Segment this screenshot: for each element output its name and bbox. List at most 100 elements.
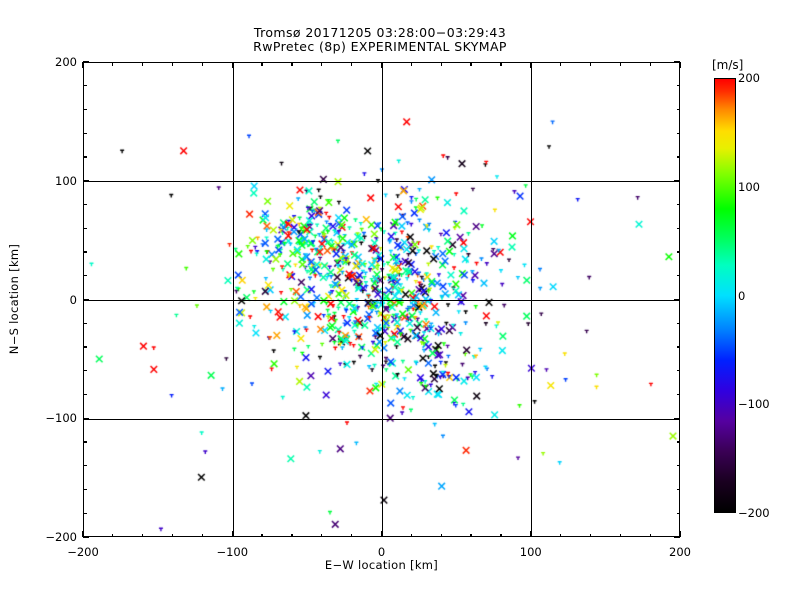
x-tick-major: [82, 531, 84, 537]
x-tick-minor: [142, 533, 144, 537]
x-tick-major: [679, 531, 681, 537]
y-tick-label: 200: [55, 55, 77, 69]
x-tick-label: 0: [377, 545, 386, 559]
y-tick-minor: [83, 346, 87, 348]
x-tick-minor: [410, 533, 412, 537]
y-axis-title: N−S location [km]: [7, 243, 21, 355]
y-tick-minor-right: [676, 203, 680, 206]
gridline-vertical: [531, 63, 533, 536]
y-tick-minor: [83, 156, 87, 158]
y-tick-minor: [83, 488, 87, 491]
x-tick-minor-top: [559, 62, 562, 66]
y-tick-minor: [83, 251, 87, 253]
x-tick-minor: [291, 533, 293, 537]
y-tick-major-right: [674, 298, 680, 301]
y-tick-minor-right: [676, 512, 680, 514]
y-tick-major: [83, 417, 89, 419]
colorbar-unit-label: [m/s]: [712, 58, 744, 72]
y-tick-minor: [83, 132, 87, 134]
y-tick-major: [83, 61, 89, 63]
x-tick-label: 100: [519, 545, 542, 559]
y-tick-label: −100: [45, 411, 77, 426]
x-tick-minor: [321, 533, 323, 537]
y-tick-minor: [83, 275, 87, 277]
plot-area: [83, 62, 680, 537]
x-tick-major-top: [380, 62, 383, 68]
y-tick-major: [83, 298, 89, 301]
y-tick-minor-right: [676, 85, 680, 87]
x-tick-minor: [440, 533, 442, 537]
y-tick-minor: [83, 370, 87, 372]
y-tick-major-right: [674, 180, 680, 182]
x-tick-minor: [649, 533, 651, 537]
x-tick-minor-top: [321, 62, 323, 66]
y-tick-minor-right: [676, 132, 680, 134]
y-tick-minor: [83, 441, 87, 443]
scatter-plot-canvas: [84, 63, 679, 536]
y-tick-minor-right: [676, 108, 680, 111]
x-tick-minor-top: [261, 62, 263, 66]
x-tick-minor-top: [470, 62, 472, 66]
x-tick-major-top: [82, 62, 84, 68]
y-tick-minor: [83, 512, 87, 514]
colorbar-tick-label: 200: [738, 71, 760, 85]
x-tick-minor-top: [112, 62, 114, 66]
y-tick-minor-right: [676, 251, 680, 253]
y-tick-minor-right: [676, 346, 680, 348]
y-tick-minor: [83, 322, 87, 324]
y-tick-minor-right: [676, 227, 680, 229]
x-tick-minor-top: [291, 62, 293, 66]
x-axis-title: E−W location [km]: [324, 558, 439, 572]
gridline-horizontal: [84, 418, 679, 420]
x-tick-major: [380, 531, 383, 537]
x-tick-label: 200: [669, 545, 691, 559]
x-tick-minor-top: [351, 62, 353, 66]
x-tick-major-top: [231, 62, 233, 68]
x-tick-minor-top: [440, 62, 442, 66]
x-tick-minor-top: [201, 62, 204, 66]
gridline-horizontal: [84, 299, 679, 302]
colorbar-tick-label: −100: [738, 397, 770, 412]
colorbar: [714, 78, 736, 513]
colorbar-tick-label: −200: [738, 506, 770, 520]
x-tick-minor-top: [142, 62, 144, 66]
colorbar-gradient: [714, 78, 736, 513]
title-line-2: RwPretec (8p) EXPERIMENTAL SKYMAP: [253, 39, 507, 54]
x-tick-label: −100: [216, 545, 249, 559]
y-tick-label: 100: [55, 173, 77, 188]
y-tick-minor-right: [676, 465, 680, 467]
y-tick-major-right: [674, 61, 680, 63]
y-tick-minor-right: [676, 156, 680, 158]
x-tick-label: −200: [67, 545, 99, 559]
x-tick-major: [231, 531, 233, 537]
x-tick-minor: [201, 533, 204, 537]
y-tick-minor: [83, 227, 87, 229]
y-tick-minor: [83, 203, 87, 206]
x-tick-minor: [470, 533, 472, 537]
x-tick-minor-top: [619, 62, 621, 66]
y-tick-major: [83, 180, 89, 182]
x-tick-minor: [619, 533, 621, 537]
y-tick-minor: [83, 108, 87, 111]
x-tick-minor-top: [589, 62, 592, 66]
x-tick-minor-top: [649, 62, 651, 66]
y-tick-major: [83, 536, 89, 538]
colorbar-tick-label: 100: [738, 179, 760, 194]
y-tick-minor-right: [676, 488, 680, 491]
x-tick-major-top: [679, 62, 681, 68]
x-tick-minor-top: [500, 62, 502, 66]
y-tick-minor-right: [676, 322, 680, 324]
y-tick-minor-right: [676, 393, 680, 396]
x-tick-minor: [171, 533, 174, 537]
x-tick-minor: [351, 533, 353, 537]
gridline-vertical: [381, 63, 384, 536]
figure-title: Tromsø 20171205 03:28:00−03:29:43 RwPret…: [0, 26, 760, 54]
x-tick-minor: [500, 533, 502, 537]
x-tick-major: [530, 531, 532, 537]
y-tick-minor: [83, 85, 87, 87]
y-tick-minor-right: [676, 370, 680, 372]
colorbar-tick-label: 0: [738, 288, 746, 303]
x-tick-minor: [112, 533, 114, 537]
title-line-1: Tromsø 20171205 03:28:00−03:29:43: [253, 25, 507, 40]
